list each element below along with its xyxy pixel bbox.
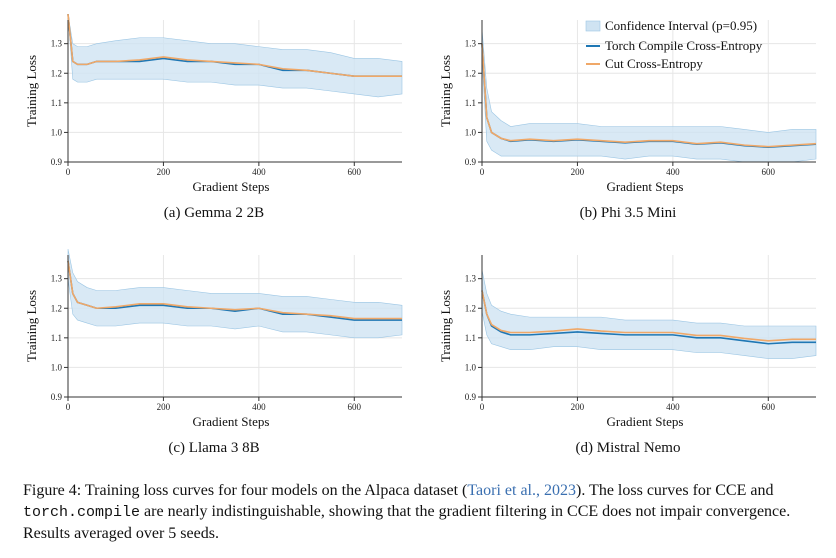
subcaption-a: (a) Gemma 2 2B	[163, 205, 265, 221]
x-tick-label: 600	[348, 167, 362, 177]
y-axis-label: Training Loss	[24, 290, 39, 362]
y-tick-label: 0.9	[51, 157, 63, 167]
y-tick-label: 1.3	[465, 39, 477, 49]
legend-label-torch: Torch Compile Cross-Entropy	[605, 38, 763, 53]
series-line-cut-cross-entropy	[67, 260, 402, 320]
caption-text-1: Figure 4: Training loss curves for four …	[23, 482, 468, 499]
x-tick-label: 200	[571, 167, 585, 177]
y-tick-label: 1.0	[51, 362, 63, 372]
y-tick-label: 1.0	[465, 127, 477, 137]
caption-code: torch.compile	[23, 504, 141, 521]
x-tick-label: 0	[66, 167, 71, 177]
y-axis-label: Training Loss	[438, 55, 453, 127]
series-line-cut-cross-entropy	[481, 43, 817, 148]
x-tick-label: 200	[571, 402, 585, 412]
caption-text-2: ). The loss curves for CCE and	[576, 482, 774, 499]
citation-link[interactable]: Taori et al., 2023	[467, 482, 576, 499]
x-axis-label: Gradient Steps	[607, 414, 684, 429]
confidence-band	[481, 269, 817, 359]
x-tick-label: 200	[157, 167, 171, 177]
subcaption-d: (d) Mistral Nemo	[575, 440, 681, 456]
y-axis-label: Training Loss	[438, 290, 453, 362]
chart-c: 0.9 1.0 1.1 1.2 1.3 0 200 400 600 Gradient Steps T…	[24, 249, 403, 429]
x-tick-label: 400	[252, 402, 266, 412]
y-tick-label: 1.1	[51, 333, 62, 343]
legend-label-ci: Confidence Interval (p=0.95)	[605, 18, 757, 33]
x-tick-label: 0	[66, 402, 71, 412]
caption-text-3: are nearly indistinguishable, showing th…	[23, 503, 791, 542]
legend: Confidence Interval (p=0.95) Torch Compil…	[585, 18, 763, 71]
legend-label-cce: Cut Cross-Entropy	[605, 56, 703, 71]
y-tick-label: 1.1	[465, 333, 476, 343]
y-tick-label: 1.0	[51, 127, 63, 137]
y-tick-label: 1.2	[51, 68, 62, 78]
x-tick-label: 600	[762, 167, 776, 177]
x-tick-label: 600	[762, 402, 776, 412]
chart-b: 0.9 1.0 1.1 1.2 1.3 0 200 400 600 Gradient Steps T…	[438, 18, 817, 194]
subcaption-c: (c) Llama 3 8B	[168, 440, 260, 456]
y-tick-label: 1.2	[51, 303, 62, 313]
chart-a: 0.9 1.0 1.1 1.2 1.3 0 200 400 600 Gradient Steps T…	[24, 14, 403, 194]
y-tick-label: 1.1	[51, 98, 62, 108]
chart-panel-d: 0.9 1.0 1.1 1.2 1.3 0 200 400 600 Gradient Steps T…	[414, 235, 836, 475]
y-tick-label: 0.9	[51, 392, 63, 402]
x-tick-label: 400	[666, 402, 680, 412]
x-axis-label: Gradient Steps	[607, 179, 684, 194]
subcaption-b: (b) Phi 3.5 Mini	[579, 205, 677, 221]
series-line-torch-compile	[481, 290, 816, 345]
y-tick-label: 0.9	[465, 392, 477, 402]
x-tick-label: 0	[480, 167, 485, 177]
chart-d: 0.9 1.0 1.1 1.2 1.3 0 200 400 600 Gradient Steps T…	[438, 255, 817, 429]
y-tick-label: 1.3	[465, 274, 477, 284]
legend-swatch-ci	[585, 20, 601, 32]
x-tick-label: 400	[252, 167, 266, 177]
x-tick-label: 200	[157, 402, 171, 412]
y-tick-label: 0.9	[465, 157, 477, 167]
x-tick-label: 0	[480, 402, 485, 412]
figure-caption: Figure 4: Training loss curves for four …	[23, 480, 818, 544]
confidence-band	[67, 249, 403, 339]
chart-panel-c: 0.9 1.0 1.1 1.2 1.3 0 200 400 600 Gradient Steps T…	[0, 235, 418, 475]
y-axis-label: Training Loss	[24, 55, 39, 127]
series-line-cut-cross-entropy	[67, 14, 402, 78]
x-axis-label: Gradient Steps	[193, 179, 270, 194]
confidence-band	[67, 14, 403, 98]
y-tick-label: 1.3	[51, 274, 63, 284]
chart-panel-a: 0.9 1.0 1.1 1.2 1.3 0 200 400 600 Gradient Steps T…	[0, 0, 418, 240]
series-line-cut-cross-entropy	[481, 290, 816, 342]
y-tick-label: 1.3	[51, 39, 63, 49]
x-tick-label: 600	[348, 402, 362, 412]
confidence-band	[481, 28, 817, 163]
y-tick-label: 1.0	[465, 362, 477, 372]
x-tick-label: 400	[666, 167, 680, 177]
y-tick-label: 1.2	[465, 303, 476, 313]
chart-panel-b: 0.9 1.0 1.1 1.2 1.3 0 200 400 600 Gradient Steps T…	[414, 0, 836, 240]
y-tick-label: 1.2	[465, 68, 476, 78]
x-axis-label: Gradient Steps	[193, 414, 270, 429]
y-tick-label: 1.1	[465, 98, 476, 108]
